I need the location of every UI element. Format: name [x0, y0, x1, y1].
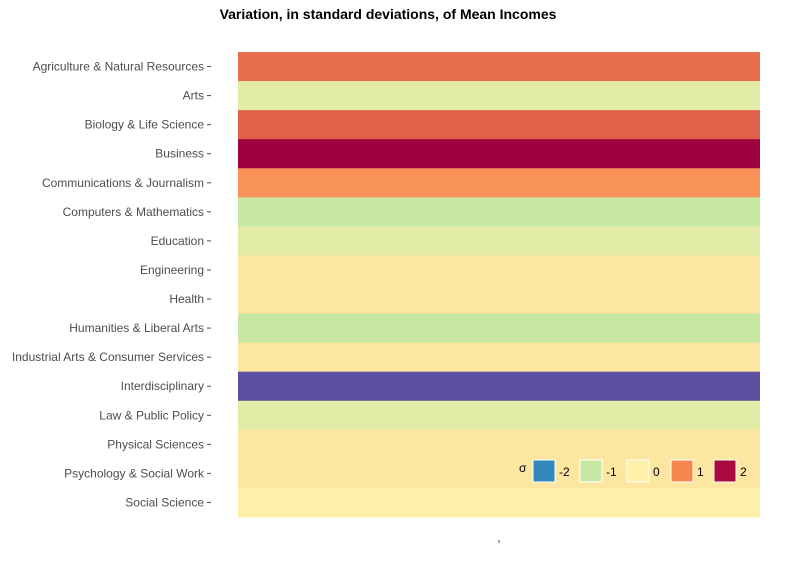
y-tick-label: Biology & Life Science — [85, 118, 205, 132]
legend-key — [626, 459, 650, 483]
heatmap-row — [238, 313, 760, 344]
legend-key — [579, 459, 603, 483]
legend-label: 1 — [697, 465, 704, 479]
heatmap-row — [238, 342, 760, 373]
y-axis-labels: Agriculture & Natural Resources Arts Biolo… — [12, 60, 211, 509]
legend-title: σ — [519, 461, 527, 475]
heatmap-row — [238, 197, 760, 227]
legend-key — [670, 459, 694, 483]
heatmap-row — [238, 139, 760, 169]
y-tick-label: Arts — [183, 89, 204, 103]
y-tick-label: Physical Sciences — [107, 437, 204, 451]
chart-title: Variation, in standard deviations, of Me… — [219, 6, 557, 22]
heatmap-row — [238, 168, 760, 198]
y-tick-label: Communications & Journalism — [42, 176, 204, 190]
y-tick-label: Psychology & Social Work — [64, 466, 205, 480]
heatmap-row — [238, 284, 760, 315]
y-tick-label: Humanities & Liberal Arts — [69, 321, 204, 335]
legend-key — [532, 459, 556, 483]
legend-key — [713, 459, 737, 483]
heatmap-row — [238, 487, 760, 518]
heatmap-row — [238, 400, 760, 431]
heatmap-row — [238, 226, 760, 256]
y-tick-label: Business — [155, 147, 204, 161]
y-tick-label: Law & Public Policy — [99, 408, 204, 422]
heatmap-row — [238, 52, 760, 82]
y-tick-label: Engineering — [140, 263, 204, 277]
heatmap-row — [238, 255, 760, 285]
heatmap-row — [238, 81, 760, 111]
y-tick-label: Computers & Mathematics — [63, 205, 204, 219]
heatmap-row — [238, 429, 760, 460]
y-tick-label: Social Science — [125, 495, 204, 509]
y-tick-label: Education — [151, 234, 204, 248]
y-tick-label: Health — [169, 292, 204, 306]
legend-label: -2 — [559, 465, 570, 479]
y-tick-label: Interdisciplinary — [121, 379, 204, 393]
y-tick-label: Industrial Arts & Consumer Services — [12, 350, 204, 364]
heatmap-row — [238, 110, 760, 140]
legend-label: 0 — [653, 465, 660, 479]
heatmap-row — [238, 371, 760, 402]
y-tick-label: Agriculture & Natural Resources — [33, 60, 204, 74]
legend-label: -1 — [606, 465, 617, 479]
legend: σ -2 -1 0 1 2 — [519, 459, 747, 483]
heatmap-rows — [238, 52, 760, 518]
legend-label: 2 — [740, 465, 747, 479]
